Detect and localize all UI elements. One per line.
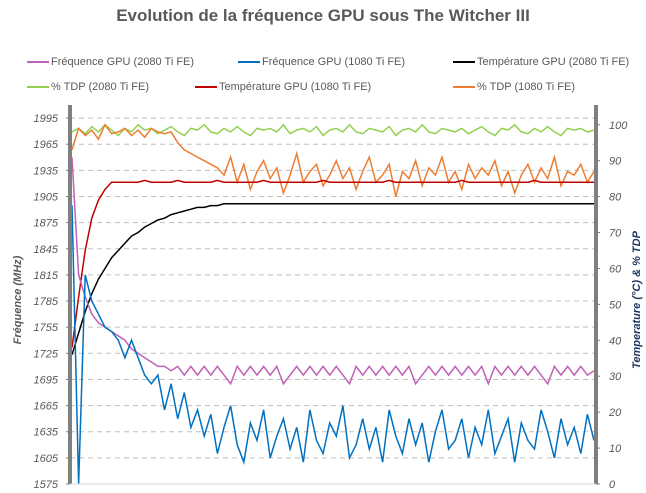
legend-item: Température GPU (1080 Ti FE) [195,81,371,93]
y-tick-label-right: 30 [609,371,622,383]
y-tick-label-right: 70 [609,228,622,240]
y-tick-label-left: 1635 [34,427,59,439]
y-axis-left-label: Fréquence (MHz) [12,255,24,344]
series-line-1 [71,205,595,485]
y-tick-label-right: 10 [609,443,622,455]
y-tick-label-left: 1695 [34,374,59,386]
series-line-3 [71,123,595,137]
legend-label: % TDP (1080 Ti FE) [477,81,576,93]
y-tick-label-left: 1845 [34,244,59,256]
legend-item: Température GPU (2080 Ti FE) [453,56,629,68]
y-tick-label-left: 1665 [34,401,59,413]
y-tick-label-left: 1935 [34,165,59,177]
y-tick-label-left: 1785 [34,296,59,308]
series-line-2 [71,203,594,355]
legend-swatch [27,61,49,63]
y-tick-label-left: 1965 [34,139,59,151]
legend-label: Fréquence GPU (1080 Ti FE) [262,56,406,68]
y-tick-label-left: 1995 [34,113,59,125]
legend-item: % TDP (1080 Ti FE) [453,81,575,93]
y-tick-label-left: 1575 [34,479,59,491]
y-tick-label-left: 1905 [34,191,59,203]
y-tick-label-right: 50 [609,299,622,311]
series-line-5 [71,123,595,197]
y-tick-label-left: 1725 [34,348,59,360]
chart-title: Evolution de la fréquence GPU sous The W… [116,6,530,25]
y-tick-label-right: 20 [608,407,622,419]
y-tick-label-right: 80 [609,192,622,204]
legend-swatch [27,86,49,88]
legend-swatch [453,61,475,63]
legend-item: % TDP (2080 Ti FE) [27,81,149,93]
legend-label: Température GPU (2080 Ti FE) [477,56,630,68]
series-line-4 [71,179,594,348]
legend-label: Fréquence GPU (2080 Ti FE) [51,56,195,68]
y-tick-label-right: 0 [609,479,616,491]
legend-label: Température GPU (1080 Ti FE) [219,81,372,93]
legend-swatch [453,86,475,88]
y-tick-label-right: 90 [609,156,622,168]
series-line-0 [71,157,595,386]
y-tick-label-left: 1875 [34,218,59,230]
legend-swatch [195,86,217,88]
y-tick-label-right: 100 [609,120,628,132]
y-tick-label-right: 60 [609,263,622,275]
y-axis-right-label: Temperature (°C) & % TDP [631,230,643,369]
y-tick-label-left: 1755 [34,322,59,334]
legend-label: % TDP (2080 Ti FE) [51,81,150,93]
legend-item: Fréquence GPU (2080 Ti FE) [27,56,194,68]
legend-swatch [238,61,260,63]
y-tick-label-right: 40 [609,335,622,347]
y-tick-label-left: 1815 [34,270,59,282]
y-tick-label-left: 1605 [34,453,59,465]
legend-item: Fréquence GPU (1080 Ti FE) [238,56,405,68]
